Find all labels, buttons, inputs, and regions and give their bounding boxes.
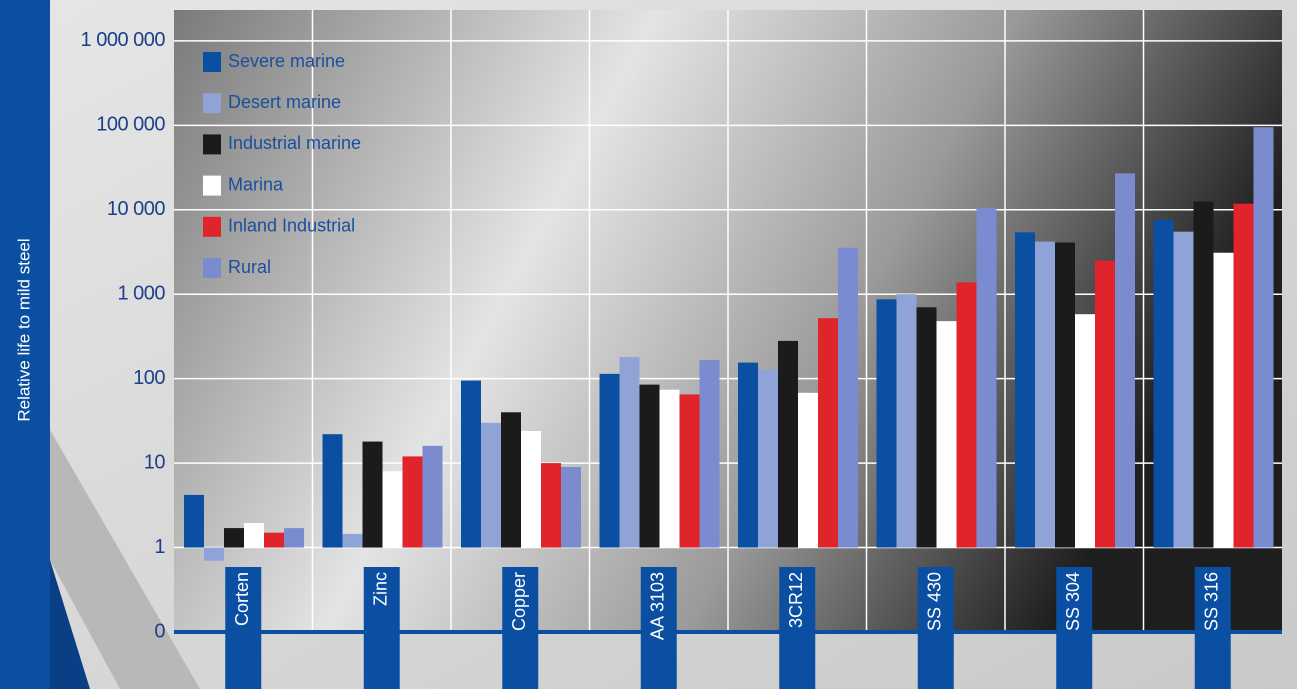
bar: [876, 299, 897, 548]
bar: [1075, 314, 1095, 548]
bar: [738, 362, 758, 548]
bar: [244, 523, 264, 548]
bar: [758, 369, 778, 548]
x-tick-label: SS 316: [1202, 572, 1222, 631]
y-tick-label: 10 000: [107, 198, 166, 220]
bar: [916, 307, 937, 548]
bar: [1115, 173, 1135, 548]
legend-swatch: [203, 134, 221, 155]
bar: [818, 318, 838, 548]
y-tick-label: 1: [154, 536, 165, 558]
x-tick-box: [1194, 567, 1231, 689]
legend-label: Industrial marine: [228, 133, 361, 153]
y-tick-label: 10: [144, 451, 166, 473]
bar: [184, 494, 204, 548]
bar: [501, 412, 521, 548]
bar: [599, 373, 620, 548]
bar: [322, 434, 343, 548]
bar: [838, 247, 858, 548]
bar: [1095, 260, 1115, 548]
x-tick-box: [502, 567, 539, 689]
x-tick-box: [779, 567, 816, 689]
bar: [1055, 242, 1075, 548]
decoration: [50, 560, 90, 689]
y-axis-label: Relative life to mild steel: [14, 238, 33, 421]
legend-label: Inland Industrial: [228, 216, 355, 236]
bar: [264, 532, 284, 548]
bar: [1213, 252, 1234, 548]
bar: [1233, 203, 1254, 548]
bar: [699, 360, 720, 548]
bar: [402, 456, 423, 548]
bar: [1193, 201, 1214, 548]
bar: [679, 394, 700, 548]
bar: [1015, 232, 1035, 548]
bar: [976, 207, 997, 548]
bar: [798, 392, 818, 548]
legend-swatch: [203, 93, 221, 114]
y-tick-label: 1 000: [117, 282, 165, 304]
bar: [936, 321, 957, 548]
bar: [382, 471, 403, 548]
bar: [422, 445, 443, 548]
x-tick-box: [640, 567, 677, 689]
y-tick-label: 1 000 000: [81, 29, 166, 51]
bar: [896, 294, 917, 548]
bar: [1253, 127, 1274, 548]
x-tick-box: [1056, 567, 1093, 689]
bar: [481, 422, 501, 548]
y-label-strip: [0, 0, 50, 689]
legend-label: Severe marine: [228, 51, 345, 71]
x-tick-label: 3CR12: [786, 572, 806, 628]
bar: [521, 430, 541, 548]
legend-swatch: [203, 216, 221, 237]
x-tick-label: SS 304: [1063, 572, 1083, 631]
x-tick-label: Zinc: [371, 572, 391, 606]
x-tick-label: SS 430: [925, 572, 945, 631]
y-tick-label: 100: [133, 367, 165, 389]
bar: [639, 384, 660, 548]
bar: [541, 463, 561, 548]
decoration: [50, 430, 200, 689]
x-tick-box: [225, 567, 262, 689]
bar: [1153, 219, 1174, 548]
legend-swatch: [203, 52, 221, 72]
x-tick-box: [363, 567, 400, 689]
bar: [1173, 231, 1194, 548]
bar: [956, 282, 977, 548]
legend-label: Rural: [228, 257, 271, 277]
x-tick-label: Copper: [509, 572, 529, 631]
x-tick-box: [917, 567, 954, 689]
bar: [1035, 241, 1055, 548]
bar: [362, 441, 383, 548]
bar: [204, 547, 224, 561]
bar: [561, 466, 581, 548]
bar: [461, 380, 481, 548]
bar: [778, 340, 798, 548]
x-tick-label: AA 3103: [648, 572, 668, 640]
bar: [659, 389, 680, 548]
bar: [224, 528, 244, 548]
bar: [619, 357, 640, 548]
legend-swatch: [203, 258, 221, 278]
y-tick-label: 100 000: [96, 114, 165, 136]
legend-label: Marina: [228, 174, 284, 194]
bar: [284, 528, 304, 548]
bar: [342, 533, 363, 548]
x-tick-label: Corten: [232, 572, 252, 626]
legend-swatch: [203, 175, 221, 196]
y-tick-label: 0: [154, 620, 165, 642]
legend-label: Desert marine: [228, 92, 341, 112]
